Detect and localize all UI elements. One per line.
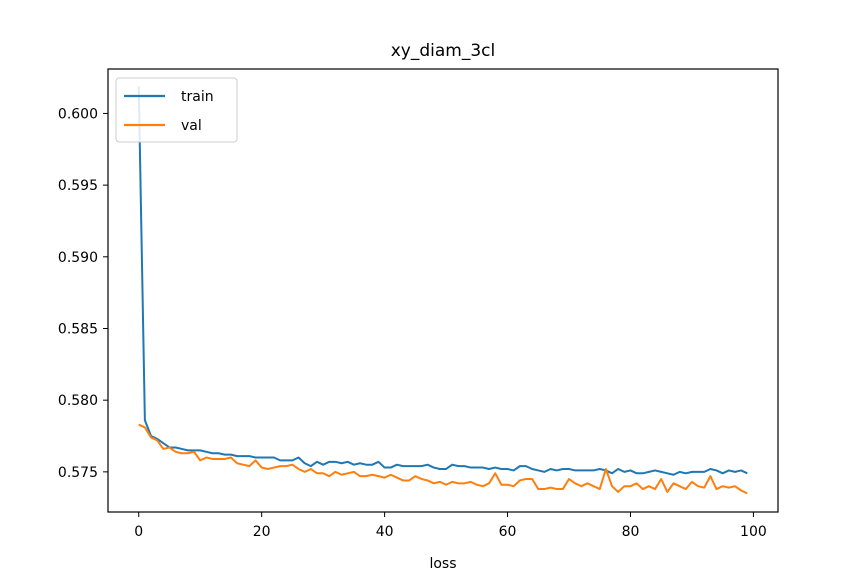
x-tick-label: 0	[134, 524, 143, 540]
x-tick-label: 100	[740, 524, 767, 540]
series-line-val	[138, 423, 748, 495]
x-tick-label: 20	[253, 524, 271, 540]
y-tick-label: 0.575	[58, 465, 98, 481]
x-tick-label: 60	[499, 524, 517, 540]
x-tick-label: 80	[622, 524, 640, 540]
y-tick-label: 0.590	[58, 250, 98, 266]
x-tick-label: 40	[376, 524, 394, 540]
y-tick-label: 0.595	[58, 178, 98, 194]
chart-title: xy_diam_3cl	[391, 41, 496, 61]
plot-frame	[107, 68, 779, 513]
y-tick-label: 0.585	[58, 321, 98, 337]
ticks-layer: 0 20 40 60 80 100 0.575 0.580 0.585 0.590 0.595 0.6…	[58, 106, 767, 540]
series-line-train	[137, 86, 748, 476]
x-axis-label: loss	[429, 556, 456, 572]
legend: train val	[115, 77, 238, 143]
series-layer	[137, 86, 748, 495]
legend-label-train: train	[181, 89, 214, 105]
y-tick-label: 0.600	[58, 106, 98, 122]
y-tick-label: 0.580	[58, 393, 98, 409]
legend-box	[115, 77, 238, 143]
legend-label-val: val	[181, 118, 202, 134]
